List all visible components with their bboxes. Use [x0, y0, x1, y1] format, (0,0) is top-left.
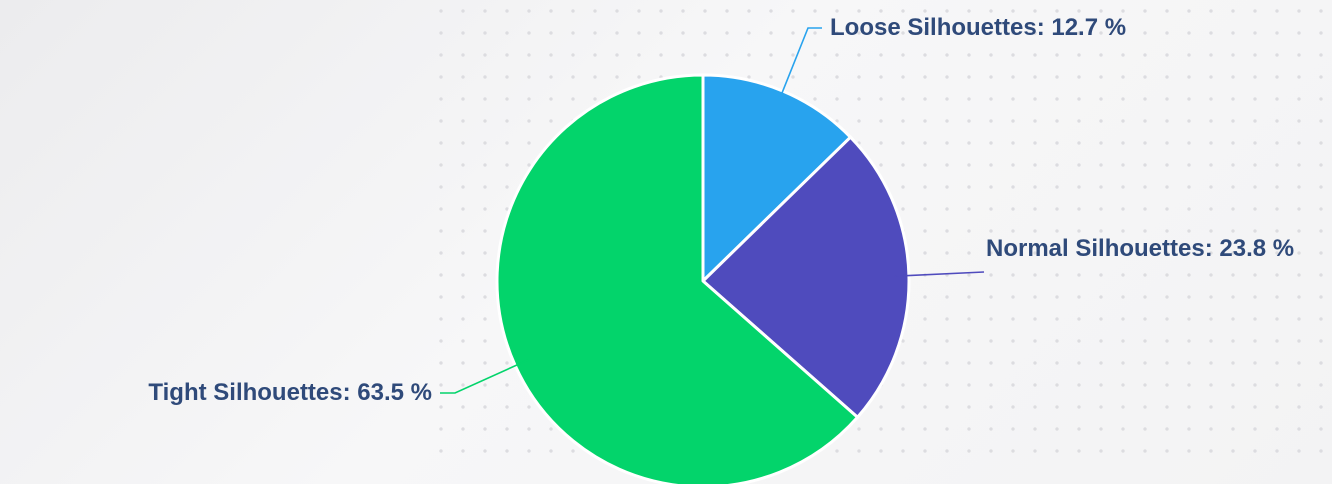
leader-line [894, 271, 985, 277]
leader-line [440, 359, 529, 394]
slice-label: Loose Silhouettes: 12.7 % [830, 14, 1127, 41]
slice-label: Normal Silhouettes: 23.8 % [986, 235, 1295, 262]
slice-label: Tight Silhouettes: 63.5 % [148, 379, 432, 406]
leader-line [776, 27, 822, 105]
